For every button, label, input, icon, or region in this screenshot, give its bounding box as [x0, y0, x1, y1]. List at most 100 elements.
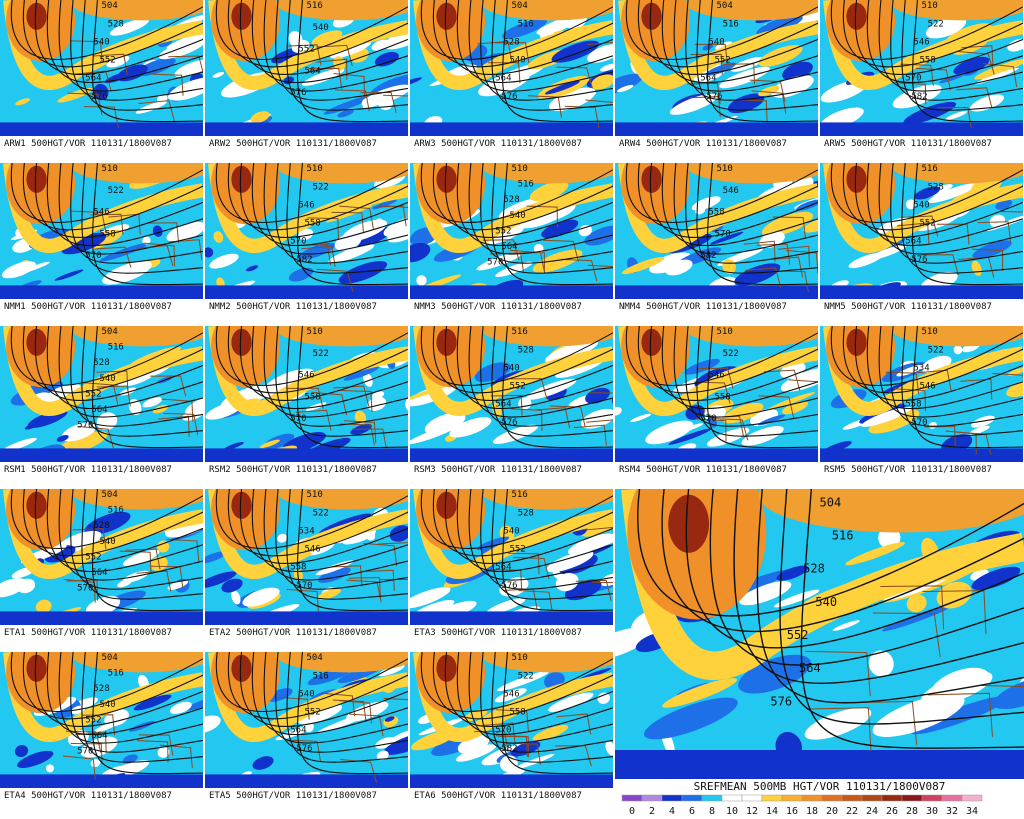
height-contour — [432, 163, 613, 231]
color-swatch — [721, 794, 743, 802]
vorticity-patch — [584, 225, 613, 246]
contour-label: 504 — [102, 327, 118, 337]
height-contour — [286, 489, 408, 600]
contour-label: 576 — [487, 257, 503, 267]
contour-label: 582 — [501, 744, 517, 754]
contour-label: 564 — [85, 74, 101, 84]
contour-label: 540 — [503, 363, 519, 373]
map-panel: 504 516 540 552 564 576 — [205, 652, 408, 788]
color-swatch — [901, 794, 923, 802]
legend-tick-label: 24 — [866, 806, 878, 817]
state-border — [687, 82, 721, 104]
vorticity-patch — [363, 372, 373, 387]
vorticity-patch — [106, 55, 130, 68]
state-border — [767, 256, 804, 278]
state-border — [495, 42, 530, 64]
state-border — [83, 106, 119, 128]
state-border — [346, 579, 382, 603]
contour-label: 522 — [313, 182, 329, 192]
vorticity-patch — [328, 244, 375, 264]
vorticity-patch — [776, 565, 809, 581]
vorticity-patch — [221, 578, 243, 593]
contour-label: 552 — [495, 226, 511, 236]
height-contour — [81, 163, 203, 274]
legend-tick-label: 8 — [709, 806, 715, 817]
height-contour — [286, 0, 408, 111]
vorticity-patch — [298, 228, 314, 241]
vorticity-patch — [495, 261, 533, 277]
height-contour — [901, 0, 1023, 111]
height-contour — [444, 0, 613, 75]
panel-label: ARW4 500HGT/VOR 110131/1800V087 — [619, 139, 787, 149]
legend-tick-label: 26 — [886, 806, 898, 817]
state-border — [497, 735, 530, 758]
contour-label: 528 — [93, 358, 109, 368]
state-border — [758, 395, 795, 418]
contour-label: 570 — [905, 74, 921, 84]
contour-label: 516 — [832, 529, 854, 543]
vorticity-patch — [374, 51, 399, 67]
contour-label: 546 — [913, 37, 929, 47]
legend-tick-label: 12 — [746, 806, 758, 817]
southern-band — [205, 448, 408, 462]
vorticity-patch — [702, 44, 714, 51]
southern-band — [820, 122, 1023, 136]
contour-label: 504 — [717, 1, 733, 11]
vorticity-patch — [804, 707, 872, 740]
contour-label: 558 — [99, 229, 115, 239]
contour-label: 558 — [304, 219, 320, 229]
contour-label: 504 — [820, 495, 842, 509]
vorticity-core — [26, 2, 47, 30]
vorticity-patch — [792, 77, 810, 90]
state-border — [125, 548, 161, 570]
vorticity-core — [231, 491, 252, 519]
contour-label: 516 — [307, 1, 323, 11]
map-panel: 504 516 528 540 552 564 576 — [615, 489, 1024, 779]
contour-label: 516 — [108, 343, 124, 353]
vorticity-patch — [1007, 38, 1023, 52]
vorticity-core — [436, 654, 457, 682]
contour-label: 582 — [700, 251, 716, 261]
height-contour — [502, 163, 613, 286]
state-border — [513, 557, 550, 579]
contour-label: 546 — [304, 545, 320, 555]
label-strip — [410, 788, 613, 802]
height-contour — [696, 0, 818, 111]
vorticity-patch — [796, 199, 818, 211]
contour-label: 570 — [296, 581, 312, 591]
height-contour — [263, 652, 408, 744]
state-border — [688, 96, 721, 118]
height-contour — [34, 489, 203, 564]
panel-label: ETA5 500HGT/VOR 110131/1800V087 — [209, 791, 377, 801]
color-swatch — [841, 794, 863, 802]
contour-label: 576 — [770, 694, 792, 708]
contour-label: 510 — [307, 327, 323, 337]
state-border — [961, 45, 994, 67]
vorticity-patch — [354, 410, 367, 425]
state-border — [321, 692, 356, 717]
contour-label: 540 — [99, 700, 115, 710]
height-contour — [297, 326, 408, 449]
jet-band — [686, 163, 818, 184]
vorticity-patch — [410, 242, 431, 263]
color-swatch — [941, 794, 963, 802]
legend-tick-label: 28 — [906, 806, 918, 817]
height-contour — [901, 163, 1023, 274]
contour-label: 570 — [911, 418, 927, 428]
contour-label: 558 — [304, 392, 320, 402]
vorticity-patch — [410, 587, 451, 609]
height-contour — [912, 163, 1023, 286]
height-contour — [637, 163, 818, 231]
contour-label: 522 — [313, 508, 329, 518]
vorticity-patch — [424, 412, 466, 435]
contour-label: 576 — [501, 418, 517, 428]
contour-label: 540 — [708, 37, 724, 47]
height-contour — [58, 652, 203, 744]
jet-band — [276, 489, 408, 510]
vorticity-patch — [205, 551, 227, 564]
vorticity-core — [846, 2, 867, 30]
height-contour — [878, 326, 1023, 418]
state-border — [307, 217, 339, 240]
height-contour — [263, 163, 408, 255]
map-panel: 510 522 546 558 570 582 — [205, 163, 408, 299]
